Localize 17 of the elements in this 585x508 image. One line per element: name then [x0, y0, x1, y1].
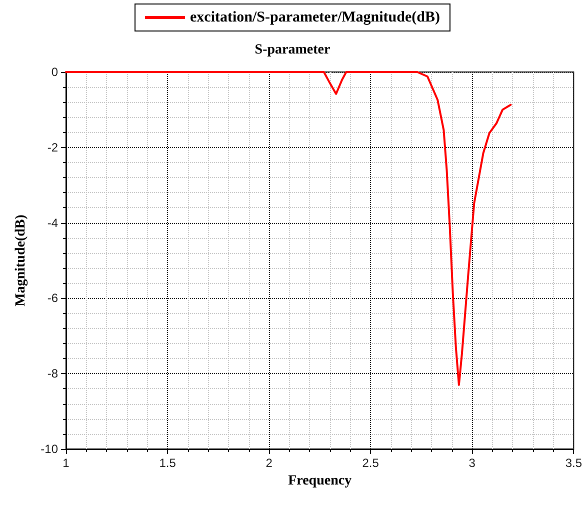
chart-title: S-parameter — [254, 42, 330, 58]
x-tick-label: 1.5 — [159, 456, 176, 470]
legend-label: excitation/S-parameter/Magnitude(dB) — [190, 10, 440, 26]
x-tick-label: 2 — [266, 456, 273, 470]
x-tick-label: 1 — [62, 456, 70, 470]
y-tick-label: -10 — [40, 442, 58, 456]
y-tick-label: 0 — [51, 65, 58, 79]
y-axis-title: Magnitude(dB) — [14, 214, 28, 306]
y-tick-label: -4 — [47, 216, 58, 230]
x-tick-label: 3.5 — [565, 456, 582, 470]
x-tick-label: 2.5 — [362, 456, 380, 470]
x-tick-label: 3 — [468, 456, 476, 470]
y-tick-label: -2 — [47, 140, 58, 154]
y-tick-label: -6 — [47, 291, 58, 306]
line-series — [65, 71, 512, 386]
x-axis-title: Frequency — [288, 473, 352, 488]
y-tick-label: -8 — [47, 366, 58, 381]
